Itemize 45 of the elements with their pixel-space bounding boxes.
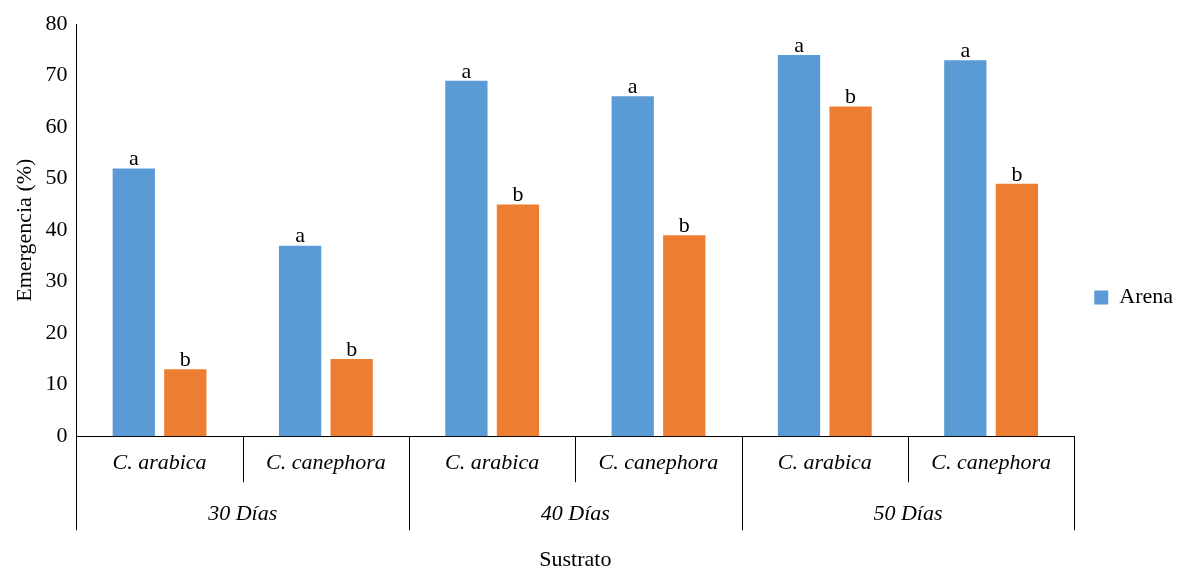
data-label: a (960, 37, 971, 63)
data-label: a (627, 73, 638, 99)
bar (944, 60, 987, 437)
y-tick-label: 20 (45, 318, 68, 344)
bar (777, 55, 821, 437)
bar (330, 358, 373, 437)
data-label: a (295, 222, 306, 248)
data-label: b (678, 212, 690, 238)
data-label: b (179, 346, 191, 372)
x-tick-label: C. canephora (265, 449, 386, 475)
bar (112, 168, 155, 437)
data-label: b (346, 335, 358, 361)
data-label: b (512, 181, 524, 207)
bar (611, 96, 654, 437)
x-tick-label: C. canephora (931, 449, 1051, 475)
y-tick-label: 70 (45, 61, 68, 87)
x-tick-label: C. canephora (598, 449, 719, 475)
data-label: b (845, 83, 857, 109)
data-label: b (1011, 160, 1023, 186)
data-label: a (128, 145, 139, 171)
data-label: a (794, 31, 805, 57)
legend-label: Arena (1119, 283, 1174, 309)
y-tick-label: 10 (45, 370, 68, 396)
bar (278, 245, 322, 437)
bar (663, 235, 706, 437)
y-tick-label: 40 (45, 215, 68, 241)
bar (164, 369, 207, 437)
bar (829, 106, 872, 437)
text: 30 Días (207, 499, 278, 525)
bar (445, 80, 488, 437)
y-tick-label: 80 (45, 9, 68, 35)
y-tick-label: 50 (45, 164, 68, 190)
x-axis-title: Sustrato (539, 545, 612, 571)
x-tick-label: C. arabica (445, 449, 540, 475)
bar (995, 183, 1039, 437)
x-tick-label: C. arabica (777, 449, 872, 475)
x-tick-label: C. arabica (112, 449, 207, 475)
bar (496, 204, 540, 437)
y-tick-label: 60 (45, 112, 68, 138)
y-axis-title: Emergencia (%) (10, 158, 36, 302)
text: 40 Días (540, 499, 610, 525)
y-tick-label: 30 (45, 267, 68, 293)
text: 50 Días (873, 499, 943, 525)
data-label: a (461, 57, 472, 83)
y-tick-label: 0 (56, 421, 68, 447)
